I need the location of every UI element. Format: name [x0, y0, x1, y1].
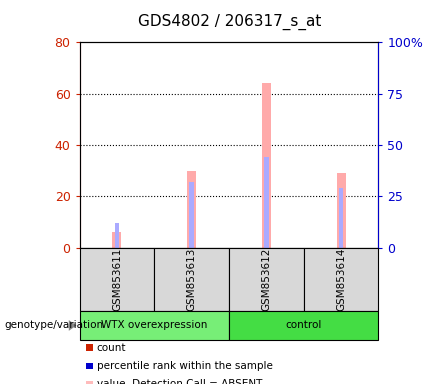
Bar: [189, 182, 194, 248]
Bar: [262, 83, 271, 248]
Text: GSM853613: GSM853613: [187, 248, 197, 311]
Text: GSM853614: GSM853614: [336, 248, 346, 311]
Text: genotype/variation: genotype/variation: [4, 320, 104, 331]
Text: GSM853612: GSM853612: [261, 248, 271, 311]
Text: GDS4802 / 206317_s_at: GDS4802 / 206317_s_at: [138, 13, 322, 30]
Bar: [187, 170, 196, 248]
Text: value, Detection Call = ABSENT: value, Detection Call = ABSENT: [97, 379, 262, 384]
Text: count: count: [97, 343, 126, 353]
Text: percentile rank within the sample: percentile rank within the sample: [97, 361, 273, 371]
Bar: [337, 173, 346, 248]
Bar: [115, 223, 119, 248]
Bar: [339, 188, 343, 248]
Text: WTX overexpression: WTX overexpression: [101, 320, 207, 331]
Text: control: control: [286, 320, 322, 331]
Bar: [264, 157, 269, 248]
Text: GSM853611: GSM853611: [112, 248, 122, 311]
Bar: [112, 232, 121, 248]
